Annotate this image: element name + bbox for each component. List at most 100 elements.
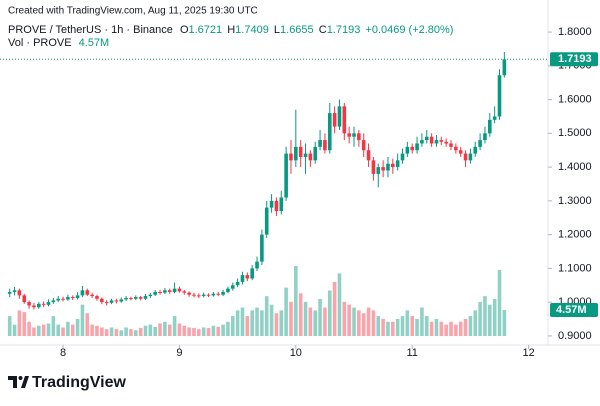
volume-bar: [473, 310, 478, 336]
candle-body: [284, 153, 288, 198]
candle-body: [221, 292, 225, 295]
volume-bar: [245, 316, 250, 336]
volume-bar: [332, 281, 337, 336]
legend-volume: Vol · PROVE 4.57M: [8, 37, 109, 49]
volume-bar: [216, 326, 221, 336]
ohlc-label: C: [319, 24, 327, 36]
candle-body: [7, 292, 12, 294]
candle-body: [478, 140, 482, 147]
volume-bar: [192, 328, 196, 336]
candle-body: [342, 106, 347, 134]
candle-body: [260, 234, 264, 262]
candle-body: [12, 290, 17, 293]
volume-bar: [201, 327, 206, 336]
candle-body: [163, 290, 167, 293]
volume-bar: [114, 329, 119, 336]
volume-bar: [119, 330, 124, 336]
volume-bar: [235, 310, 240, 336]
volume-bar: [75, 318, 80, 336]
candle-body: [410, 146, 415, 151]
volume-bar: [444, 324, 448, 336]
volume-bar: [187, 327, 191, 336]
volume-bar: [279, 310, 284, 336]
candle-body: [138, 297, 143, 299]
candle-body: [415, 143, 419, 151]
volume-bar: [163, 321, 167, 336]
y-tick-label: 1.8000: [558, 26, 592, 38]
candle-body: [400, 153, 405, 161]
candle-body: [337, 106, 342, 127]
volume-bar: [434, 318, 439, 336]
volume-bar: [386, 321, 390, 336]
candle-body: [366, 150, 371, 161]
candle-body: [483, 133, 487, 141]
volume-bar: [148, 324, 153, 336]
volume-bar: [197, 329, 201, 336]
candle-body: [201, 294, 206, 297]
volume-bar: [36, 325, 41, 336]
candle-body: [211, 293, 216, 296]
volume-bar: [502, 309, 507, 336]
candle-body: [133, 297, 138, 299]
volume-bar: [410, 316, 415, 336]
volume-bar: [463, 318, 468, 336]
candle-body: [318, 140, 322, 147]
candle-body: [298, 146, 303, 157]
candle-body: [352, 133, 356, 137]
candle-body: [327, 113, 332, 151]
volume-bar: [56, 324, 60, 336]
volume-bar: [66, 321, 70, 336]
volume-bar: [492, 299, 497, 336]
candle-body: [250, 268, 254, 279]
volume-bar: [95, 325, 99, 336]
candle-body: [439, 140, 444, 142]
candle-body: [143, 296, 148, 299]
volume-bar: [420, 307, 424, 336]
volume-bar: [298, 293, 303, 336]
volume-bar: [240, 307, 245, 336]
candle-body: [80, 290, 85, 296]
volume-bar: [172, 316, 177, 336]
candle-body: [323, 140, 327, 151]
volume-bar: [226, 321, 230, 336]
volume-bar: [327, 290, 332, 336]
y-tick-label: 1.4000: [558, 161, 592, 173]
candle-body: [294, 146, 298, 161]
volume-bar: [284, 287, 288, 336]
volume-bar: [429, 321, 434, 336]
volume-bar: [308, 307, 313, 336]
volume-bar: [260, 310, 264, 336]
candle-body: [27, 302, 31, 306]
candle-body: [206, 294, 211, 296]
volume-bar: [294, 266, 298, 336]
open-value: 1.6721: [189, 24, 223, 36]
candle-body: [468, 153, 473, 161]
volume-bar: [395, 318, 400, 336]
volume-bar: [488, 304, 492, 336]
volume-bar: [250, 310, 254, 336]
candle-body: [361, 140, 366, 151]
volume-bar: [27, 321, 31, 336]
candle-body: [129, 298, 133, 300]
volume-bar: [104, 329, 109, 336]
volume-bar: [337, 273, 342, 336]
volume-bar: [468, 316, 473, 336]
volume-bar: [342, 301, 347, 336]
volume-bar: [85, 313, 90, 336]
candle-body: [357, 133, 361, 141]
volume-bar: [318, 299, 322, 336]
volume-bar: [61, 327, 65, 336]
volume-bar: [323, 307, 327, 336]
volume-bar: [405, 310, 410, 336]
candle-body: [66, 297, 70, 300]
last-price-label: 1.7193: [558, 53, 592, 65]
volume-bar: [100, 327, 104, 336]
symbol: PROVE / TetherUS · 1h · Binance: [8, 24, 173, 36]
candle-body: [75, 295, 80, 299]
candle-body: [56, 298, 60, 301]
candle-body: [192, 294, 196, 296]
volume-bar: [478, 301, 482, 336]
candle-body: [376, 167, 381, 174]
candle-body: [230, 285, 235, 289]
